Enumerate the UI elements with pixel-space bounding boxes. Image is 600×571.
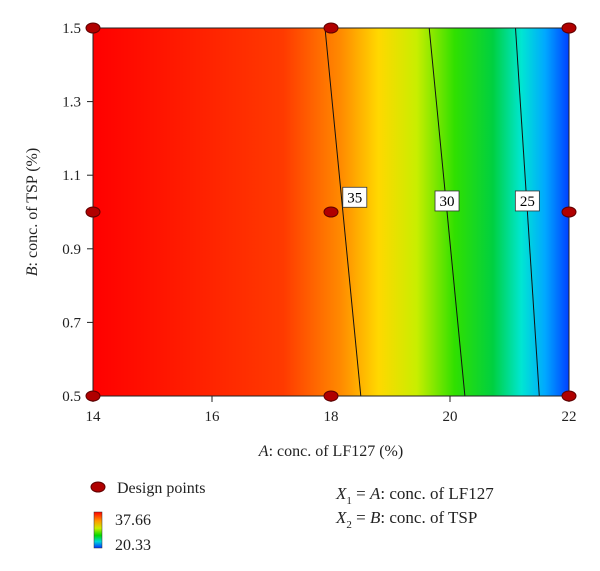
design-point <box>561 390 577 402</box>
design-point <box>85 390 101 402</box>
x-ticks: 14 16 18 20 22 <box>86 396 577 425</box>
y-tick-label: 0.7 <box>62 315 81 331</box>
definition-x2: X2 = B: conc. of TSP <box>335 508 477 531</box>
legend-design-points-label: Design points <box>117 480 205 497</box>
x-tick-label: 22 <box>562 409 577 425</box>
y-tick-label: 1.1 <box>62 168 81 184</box>
contour-line-30 <box>428 27 466 397</box>
design-point <box>85 22 101 34</box>
design-point <box>85 206 101 218</box>
y-ticks: 0.5 0.7 0.9 1.1 1.3 1.5 <box>62 21 93 405</box>
design-point <box>323 206 339 218</box>
y-tick-label: 0.9 <box>62 242 81 258</box>
x-axis-title: A: conc. of LF127 (%) <box>258 443 403 460</box>
y-tick-label: 1.3 <box>62 95 81 111</box>
color-scale-min: 20.33 <box>115 537 151 554</box>
y-tick-label: 0.5 <box>62 389 81 405</box>
x-tick-label: 14 <box>86 409 102 425</box>
color-scale-bar <box>93 511 103 549</box>
x-tick-label: 20 <box>443 409 458 425</box>
contour-label-25: 25 <box>520 194 535 210</box>
contour-lines: 35 30 25 <box>324 27 540 397</box>
x-tick-label: 16 <box>205 409 221 425</box>
contour-line-25 <box>515 27 540 397</box>
design-point <box>323 390 339 402</box>
contour-label-35: 35 <box>347 190 362 206</box>
legend-design-point-marker <box>90 481 106 493</box>
contour-line-35 <box>324 27 362 397</box>
color-scale-max: 37.66 <box>115 512 151 529</box>
contour-label-box-25 <box>514 190 540 212</box>
contour-label-30: 30 <box>440 194 455 210</box>
x-tick-label: 18 <box>324 409 339 425</box>
contour-label-box-35 <box>342 186 368 208</box>
contour-label-box-30 <box>434 190 460 212</box>
design-point <box>323 22 339 34</box>
design-points <box>85 22 577 402</box>
y-axis-title: B: conc. of TSP (%) <box>24 148 41 276</box>
design-point <box>561 206 577 218</box>
y-tick-label: 1.5 <box>62 21 81 37</box>
design-point <box>561 22 577 34</box>
definition-x1: X1 = A: conc. of LF127 <box>335 484 494 507</box>
